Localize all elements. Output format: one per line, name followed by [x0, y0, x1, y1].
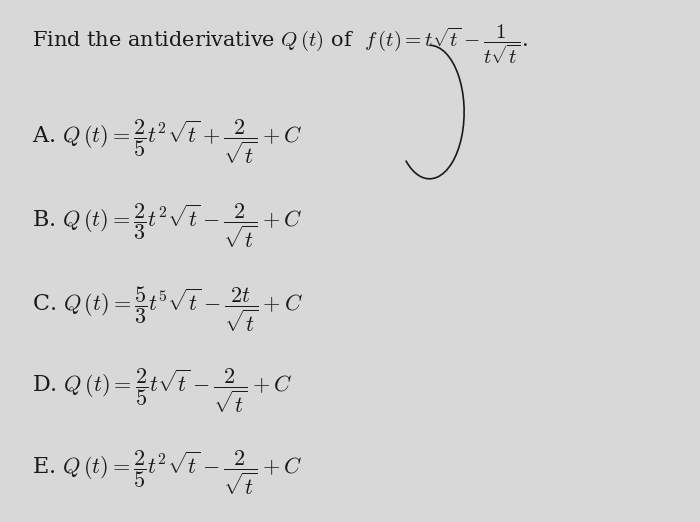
Text: D. $Q\,(t) = \dfrac{2}{5}t\sqrt{t} - \dfrac{2}{\sqrt{t}} + C$: D. $Q\,(t) = \dfrac{2}{5}t\sqrt{t} - \df… [32, 366, 292, 414]
Text: Find the antiderivative $Q\,(t)$ of  $f\,(t) = t\sqrt{t} - \dfrac{1}{t\sqrt{t}}$: Find the antiderivative $Q\,(t)$ of $f\,… [32, 22, 528, 66]
Text: B. $Q\,(t) = \dfrac{2}{3}t^2\sqrt{t} - \dfrac{2}{\sqrt{t}} + C$: B. $Q\,(t) = \dfrac{2}{3}t^2\sqrt{t} - \… [32, 202, 302, 251]
Text: C. $Q\,(t) = \dfrac{5}{3}t^5\sqrt{t} - \dfrac{2t}{\sqrt{t}} + C$: C. $Q\,(t) = \dfrac{5}{3}t^5\sqrt{t} - \… [32, 284, 303, 334]
Text: E. $Q\,(t) = \dfrac{2}{5}t^2\sqrt{t} - \dfrac{2}{\sqrt{t}} + C$: E. $Q\,(t) = \dfrac{2}{5}t^2\sqrt{t} - \… [32, 448, 302, 497]
Text: A. $Q\,(t) = \dfrac{2}{5}t^2\sqrt{t} + \dfrac{2}{\sqrt{t}} + C$: A. $Q\,(t) = \dfrac{2}{5}t^2\sqrt{t} + \… [32, 117, 302, 165]
